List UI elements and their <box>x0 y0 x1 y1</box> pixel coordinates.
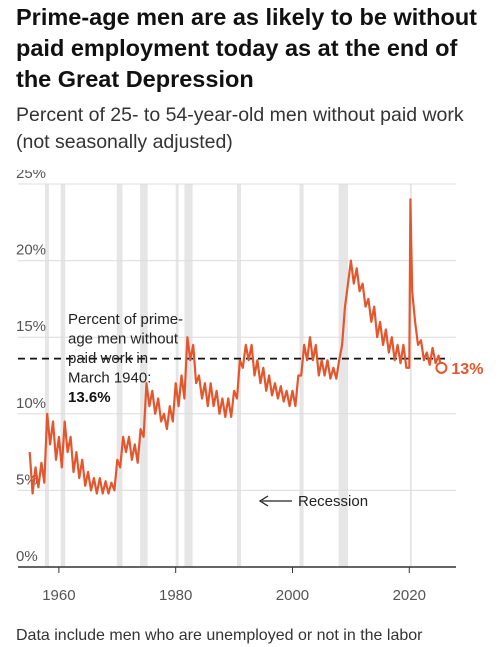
footnote: Data include men who are unemployed or n… <box>16 627 423 644</box>
x-axis-ticks: 1960 1980 2000 2020 <box>42 567 426 604</box>
reference-annotation-value: 13.6% <box>68 389 111 406</box>
chart-title: Prime-age men are as likely to be withou… <box>16 4 478 92</box>
recession-label: Recession <box>298 493 368 510</box>
recession-band-9 <box>409 184 412 567</box>
y-tick-label-10: 10% <box>16 395 46 412</box>
y-tick-label-25: 25% <box>16 170 46 182</box>
series-line <box>28 198 443 495</box>
x-tick-label-1980: 1980 <box>159 587 192 604</box>
y-axis-ticks: 0%5%10%15%20%25% <box>16 170 46 565</box>
x-tick-label-2020: 2020 <box>393 587 426 604</box>
chart-subtitle: Percent of 25- to 54-year-old men withou… <box>16 104 464 153</box>
recession-band-4 <box>175 184 179 567</box>
reference-annotation-line-1: Percent of prime- <box>68 311 183 328</box>
recession-band-3 <box>140 184 148 567</box>
recession-band-8 <box>338 184 348 567</box>
y-tick-label-15: 15% <box>16 318 46 335</box>
end-value-label: 13% <box>451 361 483 378</box>
reference-annotation-line-2: age men without <box>68 331 179 348</box>
x-tick-label-2000: 2000 <box>276 587 309 604</box>
recession-band-1 <box>60 184 66 567</box>
line-chart: 0%5%10%15%20%25% 1960 1980 2000 2020 13% Pe… <box>16 170 483 604</box>
recession-band-2 <box>116 184 123 567</box>
reference-annotation: Percent of prime- age men without paid w… <box>68 311 183 406</box>
y-tick-label-0: 0% <box>16 548 38 565</box>
reference-annotation-line-4: March 1940: <box>68 370 151 387</box>
y-tick-label-20: 20% <box>16 242 46 259</box>
x-tick-label-1960: 1960 <box>42 587 75 604</box>
recession-arrow-head <box>258 495 269 507</box>
end-point-marker <box>435 361 448 374</box>
reference-annotation-line-3: paid work in <box>68 350 148 367</box>
recession-band-0 <box>44 184 49 567</box>
recession-legend: Recession <box>258 493 368 510</box>
recession-band-5 <box>184 184 193 567</box>
